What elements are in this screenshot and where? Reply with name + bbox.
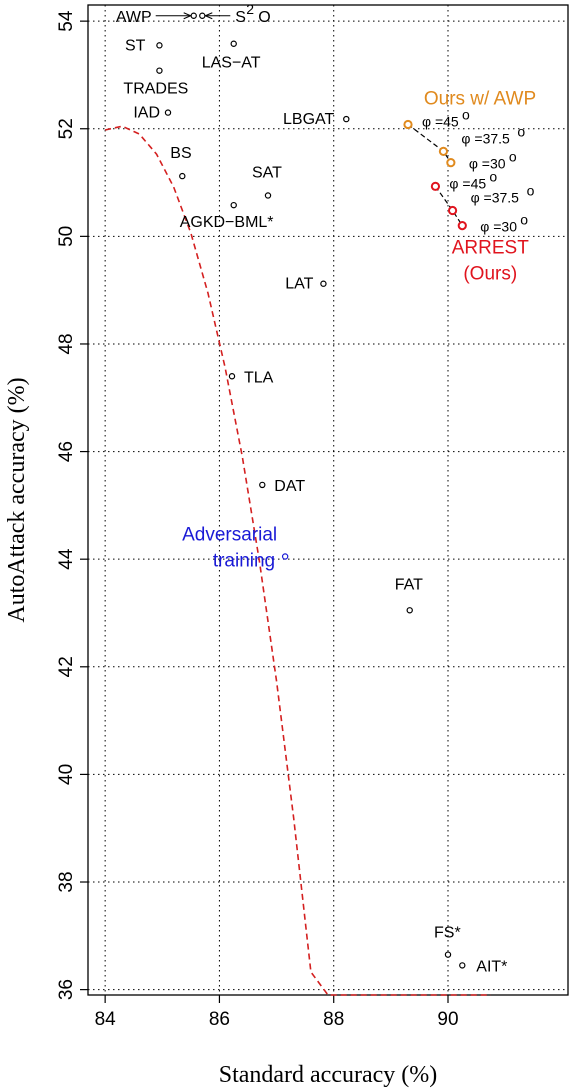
series-point <box>403 119 413 130</box>
point-label: ST <box>125 37 146 54</box>
x-tick-label: 90 <box>437 1009 458 1030</box>
y-tick-label: 48 <box>56 333 77 354</box>
phi-label: φ =37.5 <box>471 190 520 206</box>
baseline-point <box>264 192 272 199</box>
phi-degree: o <box>489 168 497 184</box>
series-point <box>430 181 441 191</box>
baseline-point <box>281 553 289 560</box>
phi-label: φ =30 <box>480 219 517 235</box>
series-line <box>407 123 452 163</box>
frontier-curve <box>104 125 491 996</box>
phi-label: φ =37.5 <box>461 130 510 146</box>
phi-label: φ =30 <box>469 156 506 172</box>
baseline-point <box>179 172 186 180</box>
series-line <box>434 185 463 226</box>
series-point <box>457 220 467 231</box>
series-point <box>447 205 458 216</box>
axis-ticks: 84 86 88 90 36 38 40 42 44 46 48 50 52 54 <box>56 10 459 1030</box>
y-tick-label: 52 <box>56 118 77 139</box>
baseline-point <box>156 67 163 74</box>
y-tick-label: 46 <box>56 441 77 462</box>
s2o-label: S <box>235 9 246 26</box>
phi-label: φ =45 <box>449 175 486 191</box>
data-points <box>156 12 467 969</box>
x-tick-label: 88 <box>323 1009 344 1030</box>
y-tick-label: 44 <box>56 548 77 570</box>
point-label: LAT <box>285 276 313 293</box>
y-tick-label: 38 <box>56 871 77 892</box>
y-tick-label: 50 <box>56 226 77 247</box>
y-tick-label: 54 <box>56 10 77 32</box>
phi-degree: o <box>462 106 470 122</box>
phi-label: φ =45 <box>422 113 459 129</box>
adversarial-label: training <box>213 550 275 571</box>
s2o-superscript: 2 <box>246 1 254 17</box>
baseline-point <box>228 373 236 380</box>
series-name-awp: Ours w/ AWP <box>424 88 536 109</box>
x-tick-label: 84 <box>95 1009 117 1030</box>
point-label: AIT* <box>476 958 507 975</box>
x-tick-label: 86 <box>209 1009 230 1030</box>
point-label: FAT <box>395 576 423 593</box>
x-axis-title: Standard accuracy (%) <box>219 1062 438 1088</box>
baseline-point <box>259 481 266 489</box>
phi-degree: o <box>520 212 528 228</box>
phi-degree: o <box>527 183 535 199</box>
phi-degree: o <box>517 123 525 139</box>
adversarial-label: Adversarial <box>182 524 277 545</box>
baseline-point <box>230 40 237 47</box>
point-label: TRADES <box>123 81 188 98</box>
y-tick-label: 42 <box>56 656 77 677</box>
y-tick-label: 36 <box>56 979 77 1000</box>
s2o-label-end: O <box>258 9 270 26</box>
baseline-point <box>199 12 206 19</box>
series-name-arrest-sub: (Ours) <box>463 264 517 285</box>
series-name-arrest: ARREST <box>452 238 529 259</box>
baseline-point <box>320 280 327 287</box>
point-label: FS* <box>434 925 461 942</box>
point-label: BS <box>170 145 191 162</box>
awp-label: AWP <box>116 9 152 26</box>
grid <box>88 5 568 995</box>
baseline-point <box>156 42 163 49</box>
point-label: LAS−AT <box>202 55 261 72</box>
point-label: LBGAT <box>283 111 335 128</box>
point-label: TLA <box>244 369 274 386</box>
point-label: AGKD−BML* <box>180 214 274 231</box>
point-label: DAT <box>274 478 305 495</box>
point-label: SAT <box>252 164 282 181</box>
y-axis-title: AutoAttack accuracy (%) <box>4 377 30 622</box>
baseline-point <box>444 951 452 958</box>
baseline-point <box>164 109 172 116</box>
phi-degree: o <box>509 149 517 165</box>
point-labels: ST TRADES IAD BS LAS−AT LBGAT SAT AGKD−BML* LAT T… <box>116 1 536 976</box>
baseline-point <box>459 962 466 969</box>
baseline-point <box>230 201 237 209</box>
baseline-point <box>343 115 350 123</box>
series-point <box>446 158 456 168</box>
series-point <box>438 146 449 156</box>
baseline-point <box>406 607 413 614</box>
plot-frame <box>87 4 569 996</box>
baseline-point <box>190 12 197 19</box>
y-tick-label: 40 <box>56 764 77 785</box>
point-label: IAD <box>133 105 160 122</box>
